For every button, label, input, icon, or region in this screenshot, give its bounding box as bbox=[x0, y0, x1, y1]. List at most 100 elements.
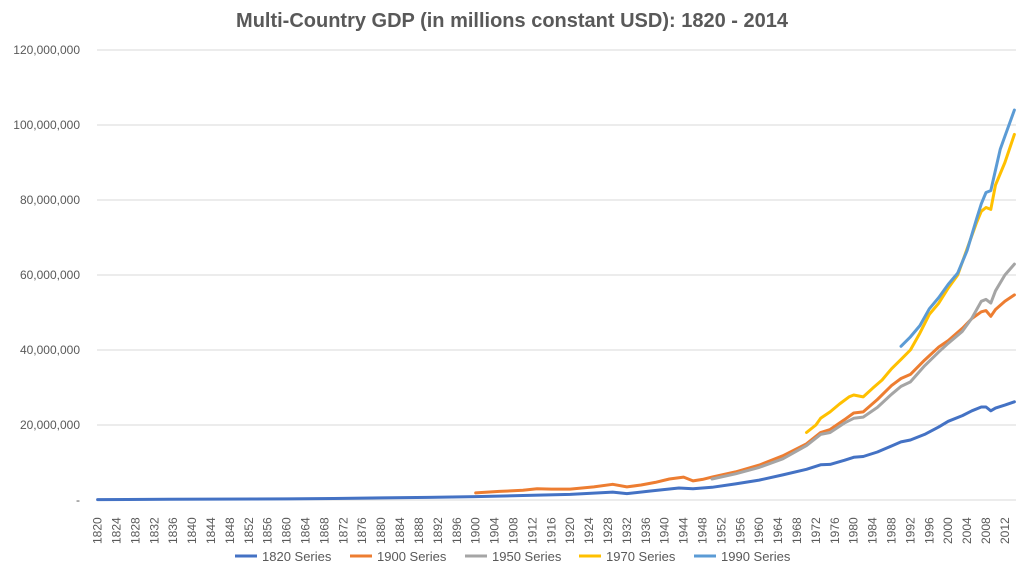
x-tick-label: 1984 bbox=[866, 517, 880, 544]
legend: 1820 Series 1900 Series 1950 Series 1970 Se… bbox=[235, 549, 791, 564]
series-line-3 bbox=[710, 262, 1016, 481]
x-tick-label-group: 1820 bbox=[91, 517, 105, 544]
x-tick-label: 1852 bbox=[242, 517, 256, 544]
x-tick-label: 1844 bbox=[204, 517, 218, 544]
x-tick-label-group: 1940 bbox=[658, 517, 672, 544]
x-tick-label: 1936 bbox=[639, 517, 653, 544]
x-tick-label: 1968 bbox=[790, 517, 804, 544]
x-tick-label-group: 1892 bbox=[431, 517, 445, 544]
x-tick-label-group: 1996 bbox=[922, 517, 936, 544]
x-tick-label-group: 1960 bbox=[752, 517, 766, 544]
x-tick-label-group: 1948 bbox=[695, 517, 709, 544]
x-tick-label: 1916 bbox=[544, 517, 558, 544]
x-tick-label: 1972 bbox=[809, 517, 823, 544]
x-tick-label-group: 1852 bbox=[242, 517, 256, 544]
x-tick-label-group: 1944 bbox=[677, 517, 691, 544]
x-tick-label-group: 1864 bbox=[299, 517, 313, 544]
x-tick-label: 1940 bbox=[658, 517, 672, 544]
x-tick-label: 1924 bbox=[582, 517, 596, 544]
x-tick-label-group: 1912 bbox=[525, 517, 539, 544]
x-tick-label: 1840 bbox=[185, 517, 199, 544]
x-tick-label-group: 1888 bbox=[412, 517, 426, 544]
series-line-4 bbox=[805, 132, 1016, 434]
x-tick-label: 1860 bbox=[280, 517, 294, 544]
x-tick-label-group: 1984 bbox=[866, 517, 880, 544]
y-tick-label: 80,000,000 bbox=[20, 193, 80, 207]
x-tick-label-group: 1932 bbox=[620, 517, 634, 544]
x-tick-label-group: 1916 bbox=[544, 517, 558, 544]
x-tick-label: 1848 bbox=[223, 517, 237, 544]
x-tick-label-group: 1980 bbox=[847, 517, 861, 544]
x-tick-label-group: 1880 bbox=[374, 517, 388, 544]
x-tick-label: 1900 bbox=[469, 517, 483, 544]
x-tick-label: 1956 bbox=[733, 517, 747, 544]
legend-label: 1990 Series bbox=[721, 549, 791, 564]
x-tick-label: 1832 bbox=[147, 517, 161, 544]
x-tick-label-group: 1936 bbox=[639, 517, 653, 544]
x-tick-label: 1992 bbox=[903, 517, 917, 544]
x-tick-label-group: 1884 bbox=[393, 517, 407, 544]
x-tick-label-group: 1904 bbox=[488, 517, 502, 544]
x-tick-label: 1976 bbox=[828, 517, 842, 544]
x-tick-label-group: 1924 bbox=[582, 517, 596, 544]
x-tick-label: 1864 bbox=[299, 517, 313, 544]
x-tick-label: 1928 bbox=[601, 517, 615, 544]
y-tick-label: - bbox=[76, 493, 80, 507]
x-tick-label-group: 1876 bbox=[355, 517, 369, 544]
x-tick-label: 1824 bbox=[110, 517, 124, 544]
x-tick-label: 1952 bbox=[714, 517, 728, 544]
x-tick-label: 1908 bbox=[506, 517, 520, 544]
legend-label: 1970 Series bbox=[606, 549, 676, 564]
x-tick-label-group: 2008 bbox=[979, 517, 993, 544]
x-tick-label: 1856 bbox=[261, 517, 275, 544]
y-tick-label: 20,000,000 bbox=[20, 418, 80, 432]
x-tick-label-group: 1956 bbox=[733, 517, 747, 544]
x-tick-label-group: 1988 bbox=[885, 517, 899, 544]
x-tick-label: 1996 bbox=[922, 517, 936, 544]
x-tick-label-group: 2004 bbox=[960, 517, 974, 544]
x-tick-label-group: 1976 bbox=[828, 517, 842, 544]
x-tick-label: 1888 bbox=[412, 517, 426, 544]
x-axis-tick-labels: 1820 1824 1828 1832 1836 1840 1844 1848 1852 1856… bbox=[91, 517, 1012, 544]
series-line-1 bbox=[96, 400, 1016, 502]
x-tick-label-group: 1968 bbox=[790, 517, 804, 544]
grid-lines bbox=[97, 49, 1016, 501]
x-tick-label-group: 1840 bbox=[185, 517, 199, 544]
x-tick-label: 1944 bbox=[677, 517, 691, 544]
x-tick-label: 1884 bbox=[393, 517, 407, 544]
x-tick-label-group: 1848 bbox=[223, 517, 237, 544]
x-tick-label: 1912 bbox=[525, 517, 539, 544]
y-tick-label: 60,000,000 bbox=[20, 268, 80, 282]
x-tick-label-group: 1868 bbox=[317, 517, 331, 544]
x-tick-label-group: 2012 bbox=[998, 517, 1012, 544]
x-tick-label: 1880 bbox=[374, 517, 388, 544]
x-tick-label: 2004 bbox=[960, 517, 974, 544]
x-tick-label: 1876 bbox=[355, 517, 369, 544]
x-tick-label-group: 1856 bbox=[261, 517, 275, 544]
x-tick-label-group: 1872 bbox=[336, 517, 350, 544]
y-tick-label: 120,000,000 bbox=[13, 43, 80, 57]
x-tick-label: 1892 bbox=[431, 517, 445, 544]
x-tick-label: 1980 bbox=[847, 517, 861, 544]
x-tick-label-group: 1908 bbox=[506, 517, 520, 544]
chart-title: Multi-Country GDP (in millions constant … bbox=[236, 10, 789, 32]
x-tick-label-group: 1964 bbox=[771, 517, 785, 544]
x-tick-label-group: 2000 bbox=[941, 517, 955, 544]
x-tick-label: 1820 bbox=[91, 517, 105, 544]
x-tick-label: 1836 bbox=[166, 517, 180, 544]
x-tick-label-group: 1900 bbox=[469, 517, 483, 544]
x-tick-label: 1904 bbox=[488, 517, 502, 544]
x-tick-label-group: 1920 bbox=[563, 517, 577, 544]
y-axis-tick-labels: - 20,000,000 40,000,000 60,000,000 80,000,00… bbox=[13, 43, 80, 507]
x-tick-label: 1868 bbox=[317, 517, 331, 544]
x-tick-label-group: 1896 bbox=[450, 517, 464, 544]
x-tick-label: 1828 bbox=[128, 517, 142, 544]
x-tick-label-group: 1832 bbox=[147, 517, 161, 544]
series-line-2 bbox=[474, 293, 1016, 495]
y-tick-label: 100,000,000 bbox=[13, 118, 80, 132]
x-tick-label: 1920 bbox=[563, 517, 577, 544]
x-tick-label-group: 1972 bbox=[809, 517, 823, 544]
x-tick-label-group: 1952 bbox=[714, 517, 728, 544]
x-tick-label: 2008 bbox=[979, 517, 993, 544]
